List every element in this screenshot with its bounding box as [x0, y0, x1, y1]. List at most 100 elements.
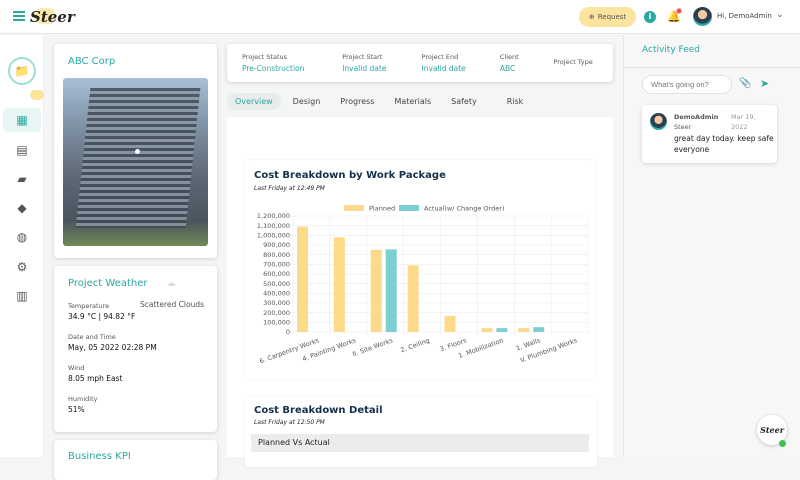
y-tick-label: 800,000	[263, 251, 290, 259]
tab-design[interactable]: Design	[292, 97, 321, 106]
cost-detail-card: Cost Breakdown Detail Last Friday at 12:…	[245, 397, 597, 467]
wind-value: 8.05 mph East	[68, 374, 123, 383]
y-tick-label: 1,100,000	[257, 222, 290, 230]
summary-field: Project End Invalid date	[422, 53, 500, 73]
activity-feed-panel: Activity Feed 📎 ➤ DemoAdmin Steer Mar 19…	[623, 35, 800, 457]
project-summary: Project Status Pre-Construction Project St…	[227, 44, 613, 82]
summary-field: Project Type	[553, 58, 613, 69]
cost-chart-card: Cost Breakdown by Work Package Last Frid…	[245, 160, 595, 380]
summary-value: Pre-Construction	[242, 64, 305, 73]
project-folder-icon[interactable]: 📁	[8, 57, 36, 85]
tab-risk[interactable]: Risk	[506, 97, 524, 106]
post-org: Steer	[674, 123, 692, 131]
y-tick-label: 1,200,000	[257, 212, 290, 220]
tab-progress[interactable]: Progress	[340, 97, 375, 106]
bar-planned	[518, 328, 530, 332]
weather-condition: Scattered Clouds	[140, 300, 204, 309]
logo-blob	[34, 8, 56, 24]
chevron-down-icon[interactable]: ⌄	[776, 10, 784, 20]
chart-subtitle: Last Friday at 12:49 PM	[254, 185, 325, 192]
humidity-label: Humidity	[68, 395, 98, 403]
temperature-value: 34.9 °C | 94.82 °F	[68, 312, 136, 321]
summary-value: ABC	[499, 64, 516, 73]
bar-actual	[533, 327, 545, 332]
summary-label: Project Status	[242, 53, 288, 61]
dashboard-icon[interactable]: ▦	[3, 108, 41, 132]
send-icon[interactable]: ➤	[760, 77, 770, 90]
x-tick-label: II. Site Works	[351, 336, 394, 358]
y-tick-label: 200,000	[263, 309, 290, 317]
summary-label: Project Start	[342, 53, 383, 61]
tab-overview[interactable]: Overview	[227, 93, 281, 110]
request-label: Request	[597, 13, 627, 21]
bar-actual	[385, 249, 397, 332]
weather-title: Project Weather	[68, 278, 148, 289]
globe-settings-icon[interactable]: ◍	[16, 230, 28, 244]
legend-swatch	[399, 205, 419, 211]
cloud-icon: ☁	[166, 278, 176, 289]
folder-upload-icon[interactable]: ▰	[17, 172, 27, 186]
cube-icon[interactable]: ◆	[17, 201, 27, 215]
planned-vs-actual-row[interactable]: Planned Vs Actual	[251, 434, 589, 452]
project-image	[63, 78, 208, 246]
user-avatar[interactable]	[693, 7, 712, 26]
y-tick-label: 900,000	[263, 241, 290, 249]
y-tick-label: 500,000	[263, 280, 290, 288]
legend-label: Actual(w/ Change Order)	[424, 205, 504, 213]
summary-field: Project Status Pre-Construction	[242, 53, 342, 73]
y-tick-label: 300,000	[263, 299, 290, 307]
attachment-icon[interactable]: 📎	[739, 78, 752, 89]
tab-bar: Overview Design Progress Materials Safety Ris…	[227, 93, 531, 110]
menu-icon[interactable]	[13, 11, 25, 21]
user-greeting[interactable]: Hi, DemoAdmin	[717, 12, 772, 20]
humidity-value: 51%	[68, 405, 85, 414]
project-card: ABC Corp	[54, 44, 217, 258]
bar-planned	[407, 265, 419, 332]
bar-planned	[444, 316, 456, 332]
summary-label: Project Type	[553, 57, 593, 66]
info-icon[interactable]: i	[644, 11, 656, 23]
bar-planned	[333, 237, 345, 332]
summary-label: Project End	[421, 53, 459, 61]
online-indicator	[779, 440, 786, 447]
summary-label: Client	[499, 53, 519, 61]
y-tick-label: 0	[286, 328, 290, 336]
x-tick-label: 2. Ceiling	[399, 336, 430, 354]
id-card-icon[interactable]: ▤	[16, 143, 28, 157]
y-tick-label: 700,000	[263, 261, 290, 269]
activity-title: Activity Feed	[642, 45, 700, 55]
plus-circle-icon: ⊕	[588, 13, 595, 21]
bar-planned	[481, 328, 493, 332]
post-text: great day today. keep safe everyone	[674, 134, 774, 154]
activity-post: DemoAdmin Steer Mar 19, 2022 great day t…	[642, 105, 777, 163]
kpi-card: Business KPI	[54, 440, 217, 480]
settings-icon[interactable]: ⚙	[16, 260, 28, 274]
image-marker	[135, 149, 140, 154]
x-tick-label: 6. Carpentry Works	[258, 336, 320, 365]
top-bar: Steer ⊕ Request i 🔔 Hi, DemoAdmin ⌄	[0, 0, 800, 34]
summary-value: Invalid date	[421, 64, 466, 73]
summary-field: Project Start Invalid date	[342, 53, 421, 73]
chart-title: Cost Breakdown by Work Package	[254, 170, 446, 181]
weather-card: Project Weather ☁ Scattered Clouds Tempe…	[54, 266, 217, 432]
tab-safety[interactable]: Safety	[451, 97, 477, 106]
detail-title: Cost Breakdown Detail	[254, 405, 383, 416]
logo[interactable]: Steer	[30, 8, 75, 26]
tab-materials[interactable]: Materials	[394, 97, 432, 106]
post-date: Mar 19, 2022	[731, 113, 756, 131]
notification-badge	[676, 8, 682, 14]
datetime-value: May, 05 2022 02:28 PM	[68, 343, 157, 352]
divider	[624, 67, 800, 68]
post-avatar	[650, 113, 667, 130]
building-icon[interactable]: ▥	[16, 289, 28, 303]
wind-label: Wind	[68, 364, 85, 372]
project-name: ABC Corp	[68, 56, 116, 67]
temperature-label: Temperature	[68, 302, 110, 310]
summary-field: Client ABC	[500, 53, 554, 73]
y-tick-label: 1,000,000	[257, 232, 290, 240]
bar-planned	[297, 226, 308, 332]
post-input[interactable]	[642, 75, 732, 94]
request-button[interactable]: ⊕ Request	[579, 7, 636, 27]
legend-swatch	[344, 205, 364, 211]
